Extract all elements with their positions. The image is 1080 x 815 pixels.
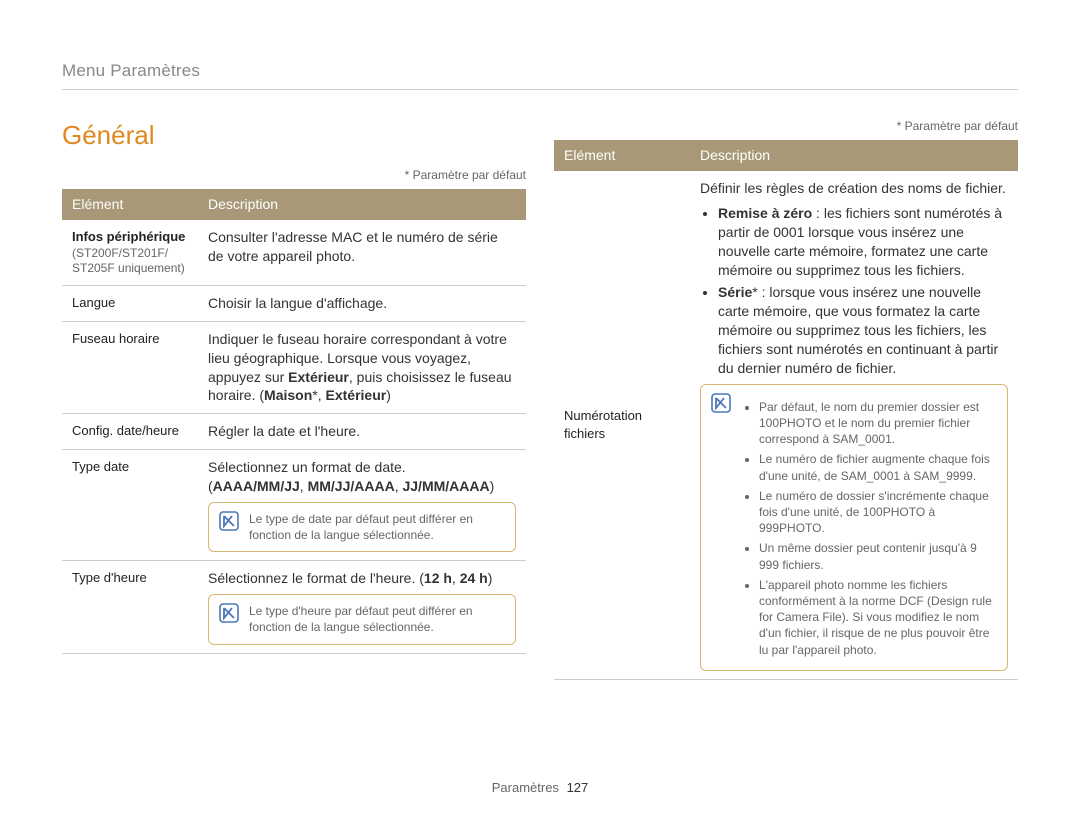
left-column: Général * Paramètre par défaut Elément D… — [62, 118, 526, 680]
row-desc: Sélectionnez un format de date. (AAAA/MM… — [198, 450, 526, 561]
footer-label: Paramètres — [492, 780, 559, 795]
note-item: Le numéro de fichier augmente chaque foi… — [759, 451, 997, 483]
page-header: Menu Paramètres — [62, 60, 1018, 90]
row-label: Config. date/heure — [62, 414, 198, 450]
manual-page: Menu Paramètres Général * Paramètre par … — [0, 0, 1080, 815]
note-list: Par défaut, le nom du premier dossier es… — [741, 399, 997, 662]
table-row: Numérotation fichiers Définir les règles… — [554, 171, 1018, 679]
settings-table-left: Elément Description Infos périphérique (… — [62, 189, 526, 653]
note-box: Le type d'heure par défaut peut différer… — [208, 594, 516, 644]
right-column: * Paramètre par défaut Elément Descripti… — [554, 118, 1018, 680]
row-desc: Indiquer le fuseau horaire correspondant… — [198, 321, 526, 414]
table-row: Fuseau horaire Indiquer le fuseau horair… — [62, 321, 526, 414]
table-row: Type date Sélectionnez un format de date… — [62, 450, 526, 561]
row-label: Langue — [62, 285, 198, 321]
table-row: Infos périphérique (ST200F/ST201F/ ST205… — [62, 220, 526, 285]
note-box: Le type de date par défaut peut différer… — [208, 502, 516, 552]
row-desc: Définir les règles de création des noms … — [690, 171, 1018, 679]
note-text: Le type de date par défaut peut différer… — [249, 511, 505, 543]
row-desc: Consulter l'adresse MAC et le numéro de … — [198, 220, 526, 285]
table-row: Config. date/heure Régler la date et l'h… — [62, 414, 526, 450]
note-box: Par défaut, le nom du premier dossier es… — [700, 384, 1008, 671]
default-parameter-note: * Paramètre par défaut — [62, 167, 526, 183]
row-label: Type date — [62, 450, 198, 561]
note-text: Le type d'heure par défaut peut différer… — [249, 603, 505, 635]
row-label: Fuseau horaire — [62, 321, 198, 414]
row-label-sub: (ST200F/ST201F/ ST205F uniquement) — [72, 246, 188, 277]
note-icon — [219, 511, 239, 531]
section-title: Général — [62, 118, 526, 153]
page-number: 127 — [567, 780, 589, 795]
note-icon — [711, 393, 731, 413]
row-desc: Sélectionnez le format de l'heure. (12 h… — [198, 561, 526, 653]
note-item: L'appareil photo nomme les fichiers conf… — [759, 577, 997, 658]
row-label: Infos périphérique — [72, 229, 185, 244]
col-header-element: Elément — [554, 140, 690, 171]
page-footer: Paramètres 127 — [0, 779, 1080, 797]
col-header-description: Description — [198, 189, 526, 220]
settings-table-right: Elément Description Numérotation fichier… — [554, 140, 1018, 680]
note-item: Un même dossier peut contenir jusqu'à 9 … — [759, 540, 997, 572]
row-label: Numérotation fichiers — [554, 171, 690, 679]
col-header-element: Elément — [62, 189, 198, 220]
col-header-description: Description — [690, 140, 1018, 171]
row-desc: Choisir la langue d'affichage. — [198, 285, 526, 321]
default-parameter-note: * Paramètre par défaut — [554, 118, 1018, 134]
table-row: Langue Choisir la langue d'affichage. — [62, 285, 526, 321]
note-item: Par défaut, le nom du premier dossier es… — [759, 399, 997, 448]
table-row: Type d'heure Sélectionnez le format de l… — [62, 561, 526, 653]
two-column-layout: Général * Paramètre par défaut Elément D… — [62, 118, 1018, 680]
row-label: Type d'heure — [62, 561, 198, 653]
row-desc: Régler la date et l'heure. — [198, 414, 526, 450]
note-icon — [219, 603, 239, 623]
note-item: Le numéro de dossier s'incrémente chaque… — [759, 488, 997, 537]
